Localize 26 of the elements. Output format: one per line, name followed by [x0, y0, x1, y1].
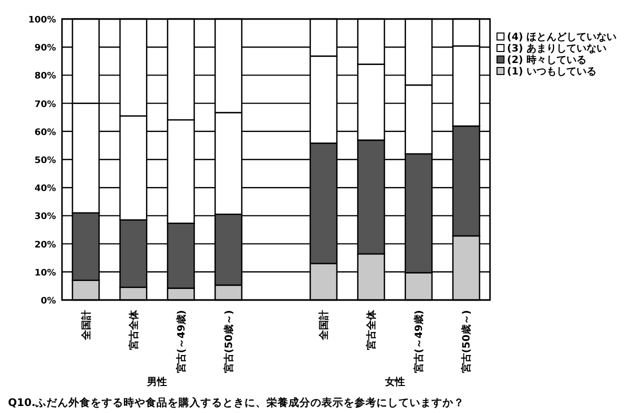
legend-label: (4) ほとんどしていない: [507, 32, 617, 43]
legend-label: (2) 時々している: [507, 54, 587, 66]
text: 男性: [146, 376, 168, 388]
y-tick-label: 80%: [34, 72, 56, 82]
y-tick-label: 40%: [34, 184, 56, 194]
x-tick-label: 宮古(～49歳): [413, 310, 426, 374]
y-tick-label: 60%: [34, 128, 56, 138]
x-tick-label: 全国計: [80, 310, 92, 341]
legend-label: (3) あまりしていない: [507, 44, 607, 54]
y-tick-label: 20%: [34, 240, 56, 250]
text: 女性: [384, 376, 405, 388]
y-tick-label: 10%: [34, 268, 56, 278]
y-tick-label: 90%: [34, 44, 56, 54]
y-tick-label: 100%: [28, 16, 56, 26]
y-tick-label: 30%: [34, 212, 56, 222]
text: Q10.ふだん外食をする時や食品を購入するときに、栄養成分の表示を参考にしていますか？: [8, 396, 465, 409]
x-tick-label: 宮古全体: [366, 309, 378, 350]
x-tick-label: 全国計: [318, 310, 330, 341]
y-tick-label: 0%: [40, 296, 56, 306]
x-tick-label: 宮古(50歳～): [222, 310, 235, 374]
x-tick-label: 宮古(～49歳): [175, 310, 188, 374]
x-tick-label: 宮古(50歳～): [460, 310, 473, 374]
x-tick-label: 宮古全体: [128, 309, 140, 350]
y-tick-label: 50%: [34, 156, 56, 166]
legend-label: (1) いつもしている: [507, 66, 597, 78]
y-tick-label: 70%: [34, 100, 56, 110]
